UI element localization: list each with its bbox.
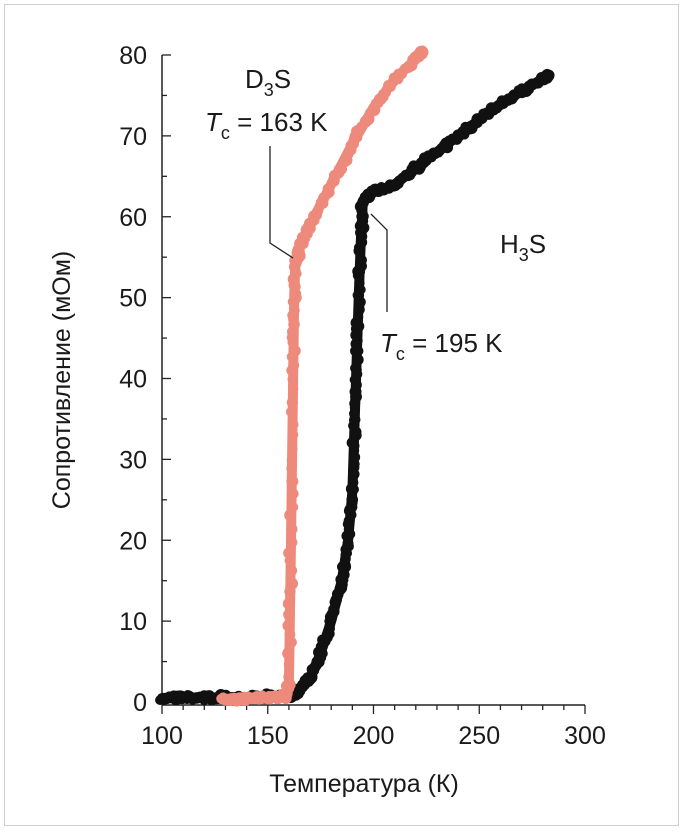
data-point xyxy=(353,312,364,322)
data-point xyxy=(287,565,298,576)
y-tick-label: 20 xyxy=(119,527,147,555)
series-line xyxy=(216,45,428,704)
series-layer xyxy=(155,45,555,707)
data-point xyxy=(287,374,297,384)
data-point xyxy=(286,577,299,590)
data-point xyxy=(543,69,555,81)
h3s-tc-label: Tc = 195 K xyxy=(380,328,503,364)
y-tick-label: 10 xyxy=(119,608,147,636)
axes xyxy=(161,54,586,714)
x-tick-label: 150 xyxy=(247,722,289,750)
h3s-tc-leader-line xyxy=(370,213,388,312)
data-point xyxy=(288,488,299,499)
data-point xyxy=(284,509,297,522)
data-point xyxy=(289,419,299,430)
chart-frame xyxy=(4,4,679,826)
data-point xyxy=(283,547,295,559)
data-point xyxy=(286,463,296,474)
d3s-label: D3S xyxy=(245,64,291,100)
data-point xyxy=(283,608,295,621)
x-tick-label: 200 xyxy=(353,722,395,750)
y-tick-label: 40 xyxy=(119,366,147,394)
data-point xyxy=(288,444,298,454)
data-point xyxy=(286,396,298,409)
d3s-tc-leader-line xyxy=(269,146,294,259)
y-tick-label: 30 xyxy=(119,446,147,474)
data-point xyxy=(347,492,358,503)
data-point xyxy=(282,619,294,632)
data-point xyxy=(283,659,294,670)
y-axis-title: Сопротивление (мОм) xyxy=(48,251,76,509)
y-tick-label: 60 xyxy=(119,204,147,232)
x-axis-title: Температура (К) xyxy=(269,770,459,798)
data-point xyxy=(352,354,364,366)
data-point xyxy=(416,45,428,57)
data-point xyxy=(288,429,299,440)
x-tick-label: 300 xyxy=(564,722,606,750)
data-point xyxy=(282,647,295,660)
data-point xyxy=(288,502,299,512)
tick-labels: 100 150 200 250 300 0 10 20 30 40 50 60 70 80 xyxy=(119,42,606,750)
y-tick-label: 80 xyxy=(119,42,147,70)
y-tick-label: 50 xyxy=(119,285,147,313)
x-tick-label: 100 xyxy=(141,722,183,750)
data-point xyxy=(284,629,296,640)
data-point xyxy=(285,406,296,417)
data-point xyxy=(286,455,297,466)
data-point xyxy=(288,383,299,394)
data-point xyxy=(289,345,301,357)
h3s-label: H3S xyxy=(500,229,546,265)
data-point xyxy=(287,537,298,548)
data-point xyxy=(290,305,300,316)
series-h3s xyxy=(155,68,555,706)
data-point xyxy=(282,598,295,610)
y-tick-label: 0 xyxy=(133,689,147,717)
data-point xyxy=(286,523,298,535)
data-point xyxy=(283,671,294,682)
series-d3s xyxy=(216,45,429,707)
data-point xyxy=(283,679,294,691)
d3s-tc-label: Tc = 163 K xyxy=(205,107,328,143)
x-tick-label: 250 xyxy=(458,722,500,750)
y-tick-label: 70 xyxy=(119,123,147,151)
data-point xyxy=(286,475,299,488)
